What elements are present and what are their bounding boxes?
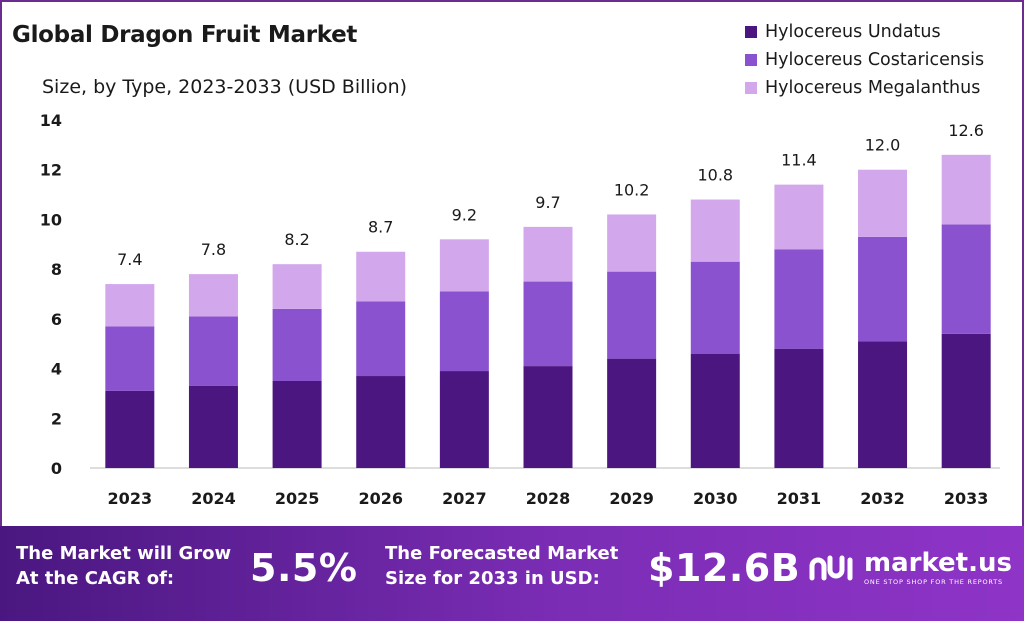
y-tick-label: 14: [40, 111, 62, 130]
brand-name: market.us: [864, 548, 1012, 578]
x-tick-label: 2023: [108, 489, 153, 508]
forecast-label-line-1: The Forecasted Market: [385, 543, 619, 564]
bar-segment-2: [105, 284, 155, 327]
chart-subtitle: Size, by Type, 2023-2033 (USD Billion): [42, 76, 408, 98]
y-tick-label: 10: [40, 210, 62, 229]
cagr-value: 5.5%: [250, 546, 358, 590]
bar-total-label: 9.2: [452, 205, 477, 224]
bar-total-label: 7.4: [117, 250, 142, 269]
x-tick-label: 2027: [442, 489, 487, 508]
chart-title: Global Dragon Fruit Market: [12, 22, 358, 48]
bar-segment-0: [941, 333, 991, 468]
bar-segment-2: [188, 274, 238, 317]
cagr-label-line-2: At the CAGR of:: [16, 568, 175, 589]
bar-segment-0: [774, 348, 824, 468]
x-tick-label: 2031: [777, 489, 822, 508]
bar-total-label: 10.8: [697, 166, 733, 185]
bar-total-label: 8.2: [284, 230, 309, 249]
y-tick-label: 8: [51, 260, 62, 279]
bar-segment-2: [356, 251, 406, 302]
bar-total-label: 12.0: [865, 136, 901, 155]
x-tick-label: 2028: [526, 489, 571, 508]
brand-tagline: ONE STOP SHOP FOR THE REPORTS: [864, 578, 1003, 586]
bar-segment-1: [272, 308, 322, 381]
legend: Hylocereus Undatus Hylocereus Costaricen…: [745, 18, 984, 102]
legend-label-undatus: Hylocereus Undatus: [765, 22, 941, 42]
bar-segment-2: [774, 184, 824, 250]
bar-total-label: 9.7: [535, 193, 560, 212]
footer-banner: The Market will Grow At the CAGR of: 5.5…: [0, 526, 1024, 621]
y-tick-label: 4: [51, 360, 62, 379]
bar-segment-1: [607, 271, 657, 359]
legend-swatch-megalanthus: [745, 82, 757, 94]
bar-segment-1: [858, 236, 908, 342]
legend-swatch-undatus: [745, 26, 757, 38]
stacked-bar-chart: 0 2 4 6 8 10 12 14 7.4 2023 7.8 2024 8.2 2025 8.7 2026 9…: [40, 111, 1000, 508]
legend-swatch-costaricensis: [745, 54, 757, 66]
bar-total-label: 8.7: [368, 218, 393, 237]
legend-item-undatus: Hylocereus Undatus: [745, 18, 984, 46]
bar-segment-2: [272, 264, 322, 309]
legend-label-costaricensis: Hylocereus Costaricensis: [765, 50, 985, 70]
bar-segment-2: [690, 199, 740, 262]
y-tick-label: 2: [51, 409, 62, 428]
bar-segment-0: [272, 381, 322, 468]
x-tick-label: 2030: [693, 489, 738, 508]
bar-segment-1: [523, 281, 573, 367]
bar-segment-0: [439, 371, 489, 468]
y-tick-label: 6: [51, 310, 62, 329]
x-tick-label: 2032: [860, 489, 905, 508]
bar-segment-2: [607, 214, 657, 272]
bar-segment-2: [523, 226, 573, 282]
bar-segment-0: [607, 358, 657, 468]
bar-segment-0: [858, 341, 908, 468]
bar-segment-1: [774, 249, 824, 349]
bar-segment-2: [439, 239, 489, 292]
bar-segment-1: [439, 291, 489, 372]
bar-total-label: 10.2: [614, 180, 650, 199]
forecast-label-line-2: Size for 2033 in USD:: [385, 568, 600, 589]
y-tick-label: 0: [51, 459, 62, 478]
bar-segment-1: [356, 301, 406, 377]
x-tick-label: 2033: [944, 489, 989, 508]
market-us-logo-icon: [809, 555, 853, 581]
bar-segment-1: [188, 316, 238, 386]
bar-total-label: 12.6: [948, 121, 984, 140]
x-tick-label: 2025: [275, 489, 320, 508]
x-tick-label: 2029: [609, 489, 654, 508]
bar-segment-0: [690, 353, 740, 468]
bar-segment-0: [523, 366, 573, 468]
legend-label-megalanthus: Hylocereus Megalanthus: [765, 78, 981, 98]
cagr-label: The Market will Grow At the CAGR of:: [16, 541, 231, 591]
bar-segment-1: [690, 261, 740, 354]
bar-segment-0: [356, 376, 406, 468]
legend-item-costaricensis: Hylocereus Costaricensis: [745, 46, 984, 74]
bar-total-label: 7.8: [201, 240, 226, 259]
brand-wordmark: market.us ONE STOP SHOP FOR THE REPORTS: [864, 550, 1012, 586]
forecast-value: $12.6B: [648, 546, 801, 590]
bar-total-label: 11.4: [781, 151, 817, 170]
forecast-label: The Forecasted Market Size for 2033 in U…: [385, 541, 618, 591]
x-tick-label: 2026: [358, 489, 403, 508]
bar-segment-1: [941, 224, 991, 334]
x-tick-label: 2024: [191, 489, 236, 508]
cagr-label-line-1: The Market will Grow: [16, 543, 232, 564]
legend-item-megalanthus: Hylocereus Megalanthus: [745, 74, 984, 102]
bar-segment-1: [105, 326, 155, 391]
brand-logo: market.us ONE STOP SHOP FOR THE REPORTS: [808, 550, 1012, 586]
bar-segment-0: [105, 390, 155, 468]
bar-segment-2: [858, 169, 908, 237]
y-tick-label: 12: [40, 161, 62, 180]
bar-segment-0: [188, 385, 238, 468]
bar-segment-2: [941, 154, 991, 225]
